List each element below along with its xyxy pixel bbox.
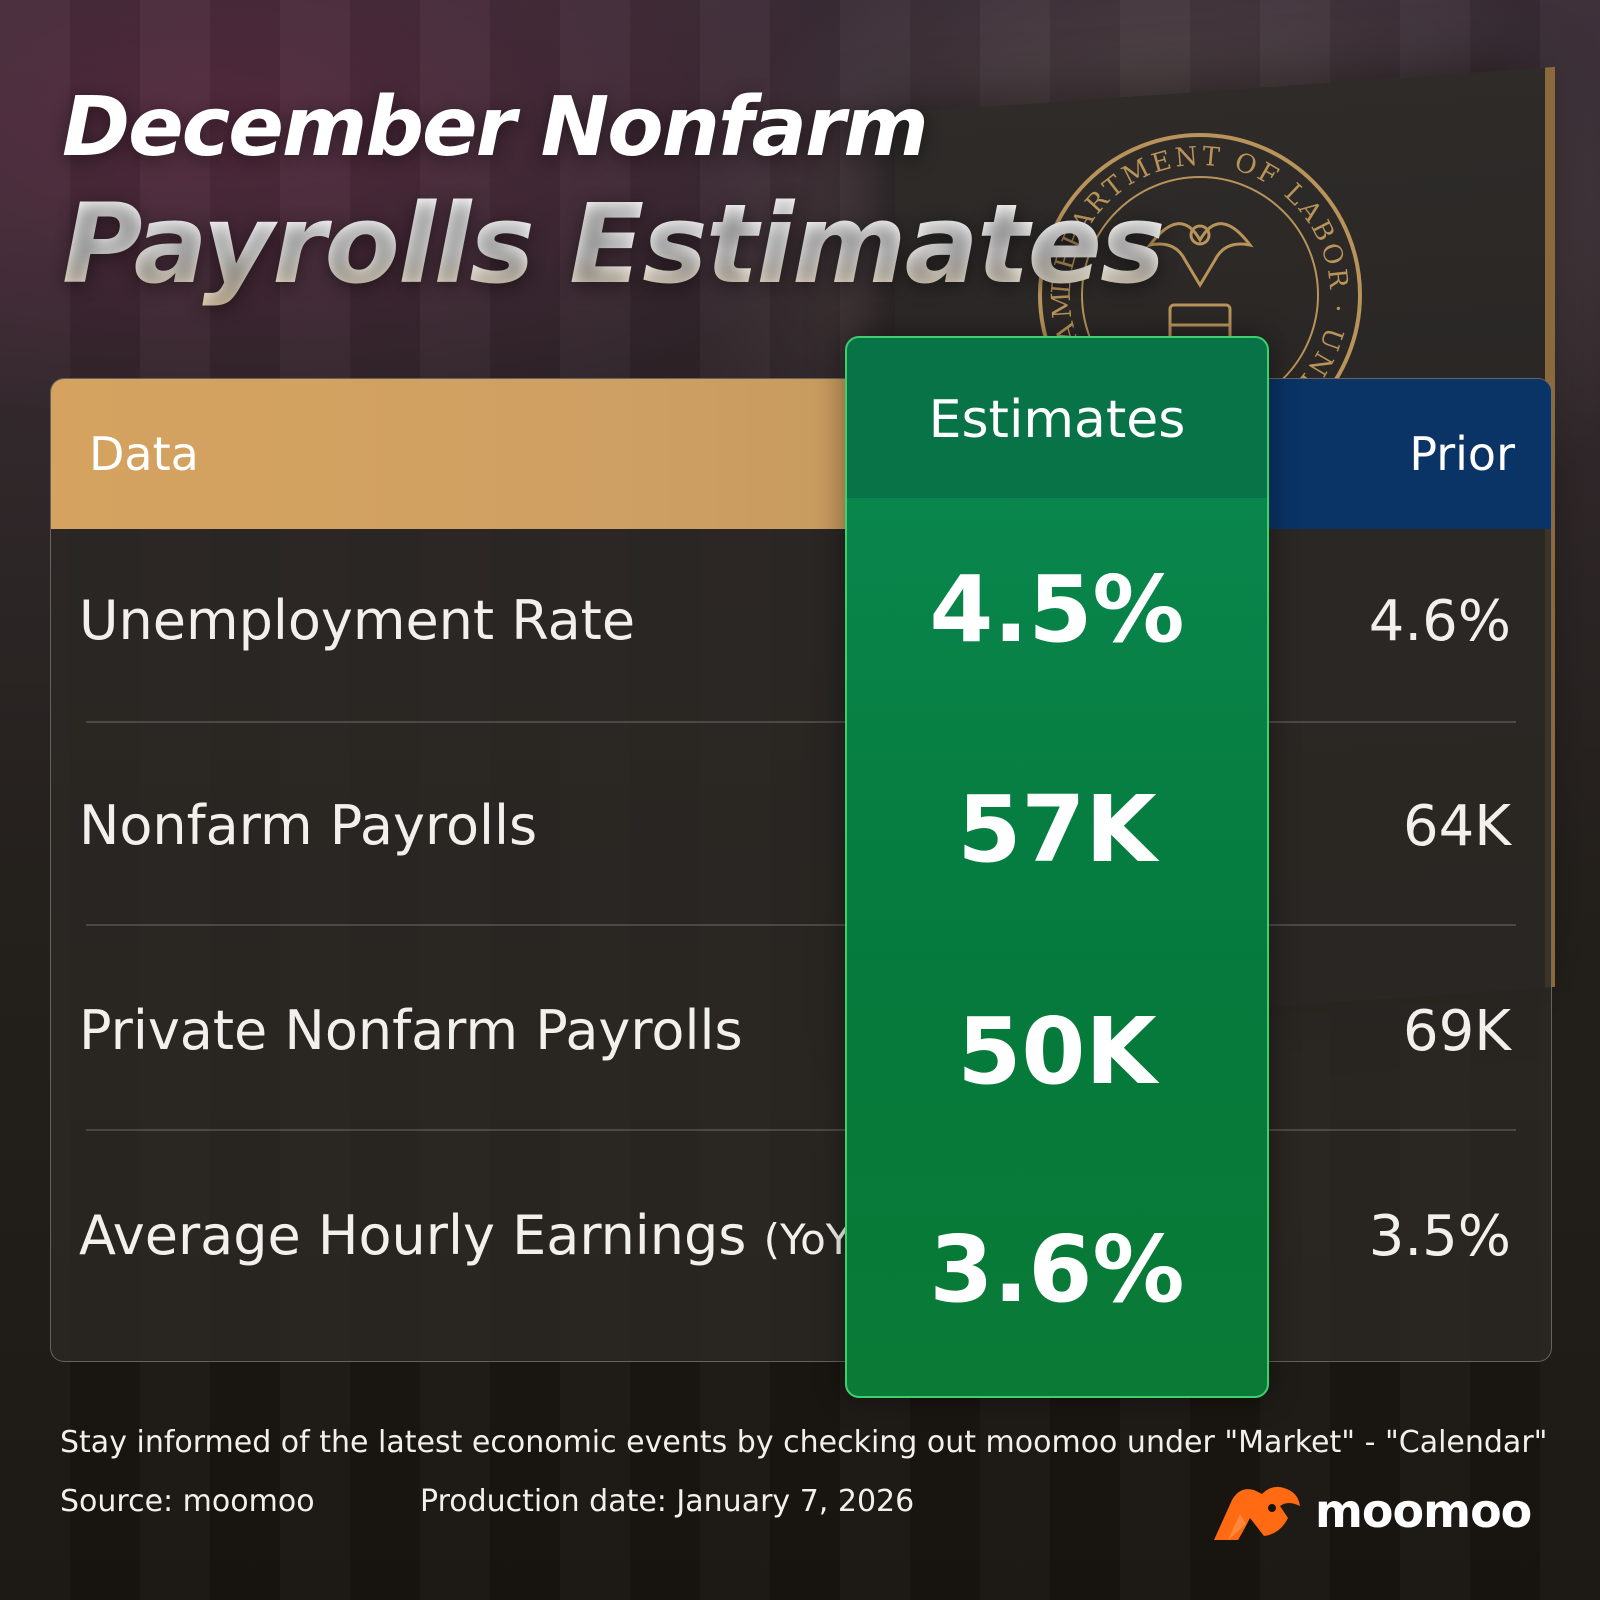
row-divider xyxy=(86,721,1516,723)
moomoo-bull-icon xyxy=(1214,1486,1300,1540)
prior-header-label: Prior xyxy=(1409,427,1515,481)
estimates-column-header: Estimates xyxy=(847,338,1267,498)
row-label-private-nonfarm-payrolls: Private Nonfarm Payrolls xyxy=(79,999,743,1062)
page-title-line-1: December Nonfarm xyxy=(62,80,929,175)
data-table: Data Prior Unemployment Rate 4.6% Nonfar… xyxy=(50,378,1552,1362)
estimate-value-private-nonfarm-payrolls: 50K xyxy=(957,998,1157,1105)
footer-note: Stay informed of the latest economic eve… xyxy=(60,1425,1548,1460)
data-header-label: Data xyxy=(89,427,199,481)
estimate-value-average-hourly-earnings: 3.6% xyxy=(929,1216,1185,1323)
page-title-line-2: Payrolls Estimates xyxy=(62,180,1166,308)
estimates-header-label: Estimates xyxy=(928,390,1186,450)
row-label-nonfarm-payrolls: Nonfarm Payrolls xyxy=(79,794,538,857)
row-label-average-hourly-earnings: Average Hourly Earnings (YoY) xyxy=(79,1204,868,1267)
brand-name: moomoo xyxy=(1315,1484,1532,1538)
prior-value-unemployment-rate: 4.6% xyxy=(1368,589,1511,654)
data-column-header: Data xyxy=(51,379,851,529)
prior-value-nonfarm-payrolls: 64K xyxy=(1403,794,1511,859)
row-label-unemployment-rate: Unemployment Rate xyxy=(79,589,636,652)
footer-source: Source: moomoo xyxy=(60,1484,315,1519)
estimate-value-unemployment-rate: 4.5% xyxy=(929,556,1185,663)
row-divider xyxy=(86,1129,1516,1131)
moomoo-logo: moomoo xyxy=(1210,1478,1540,1548)
footer-production-date: Production date: January 7, 2026 xyxy=(420,1484,915,1519)
estimate-value-nonfarm-payrolls: 57K xyxy=(957,776,1157,883)
prior-column-header: Prior xyxy=(1266,379,1551,529)
prior-value-private-nonfarm-payrolls: 69K xyxy=(1403,999,1511,1064)
prior-value-average-hourly-earnings: 3.5% xyxy=(1368,1204,1511,1269)
estimates-column: Estimates 4.5% 57K 50K 3.6% xyxy=(845,336,1269,1398)
row-divider xyxy=(86,924,1516,926)
